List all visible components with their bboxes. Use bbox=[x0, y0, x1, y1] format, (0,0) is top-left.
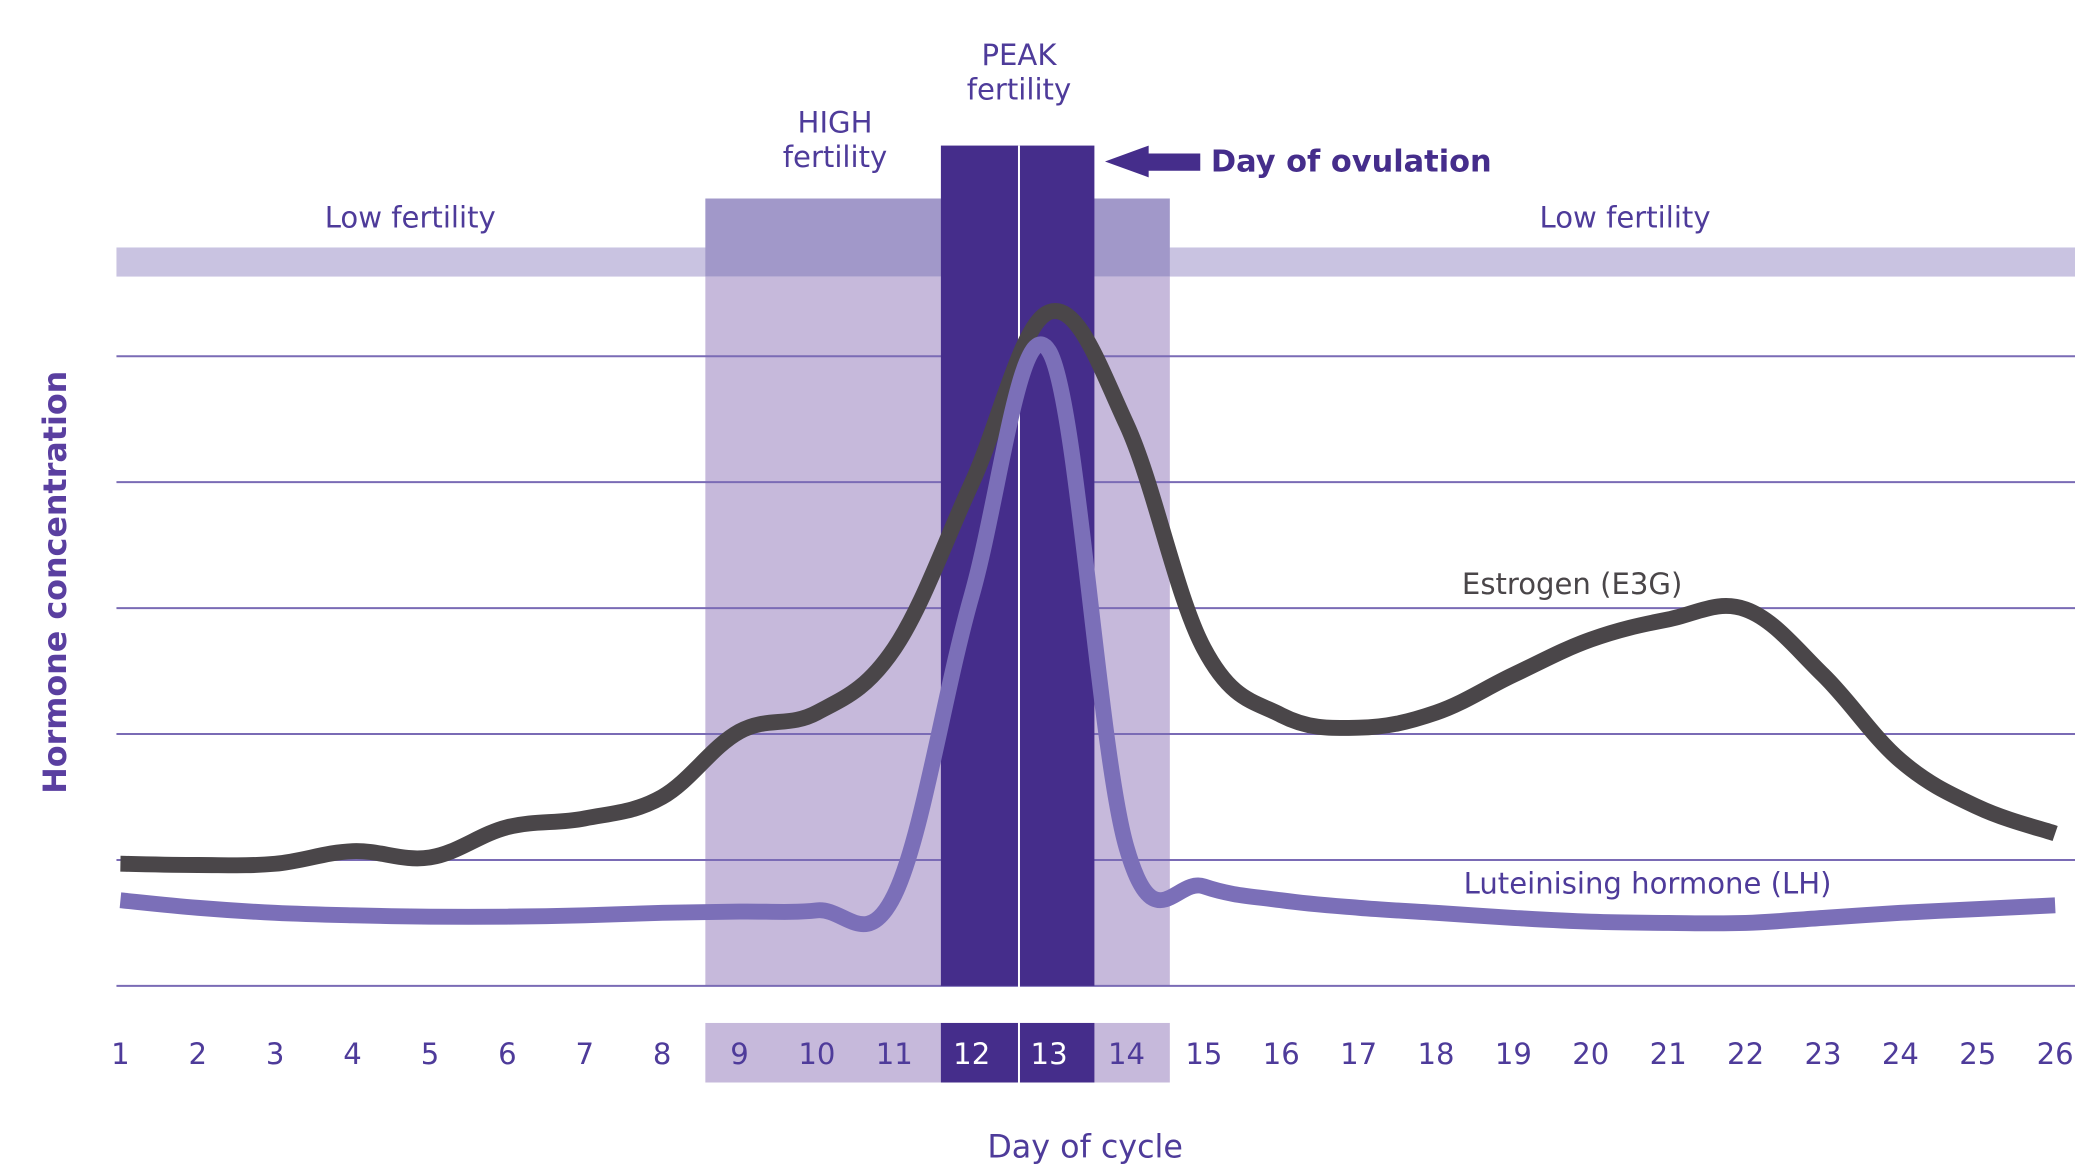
x-tick-label: 10 bbox=[798, 1037, 835, 1071]
x-axis-label: Day of cycle bbox=[987, 1130, 1183, 1166]
x-tick-label: 16 bbox=[1263, 1037, 1300, 1071]
series-line bbox=[119, 336, 2056, 933]
high-fertility-header bbox=[705, 198, 1170, 277]
ovulation-arrow bbox=[1104, 145, 1201, 178]
x-tick-label: 11 bbox=[876, 1037, 913, 1071]
x-tick-label: 4 bbox=[343, 1037, 362, 1071]
x-tick-label: 9 bbox=[730, 1037, 749, 1071]
x-tick-label: 15 bbox=[1185, 1037, 1222, 1071]
x-tick-label: 12 bbox=[953, 1037, 990, 1071]
peak-fertility-band bbox=[940, 145, 1095, 986]
ovulation-label: Day of ovulation bbox=[1211, 144, 1492, 179]
peak-day-band bbox=[940, 1022, 1095, 1083]
series-label: Estrogen (E3G) bbox=[1462, 567, 1682, 601]
x-tick-label: 25 bbox=[1959, 1037, 1996, 1071]
x-tick-label: 17 bbox=[1340, 1037, 1377, 1071]
low-fertility-label: Low fertility bbox=[1540, 201, 1711, 235]
x-tick-label: 20 bbox=[1572, 1037, 1609, 1071]
high-day-band bbox=[705, 1022, 1170, 1083]
x-tick-label: 8 bbox=[653, 1037, 672, 1071]
x-tick-label: 1 bbox=[111, 1037, 130, 1071]
x-tick-label: 2 bbox=[189, 1037, 208, 1071]
x-tick-label: 18 bbox=[1418, 1037, 1455, 1071]
y-axis-label: Hormone concentration bbox=[38, 371, 74, 794]
x-tick-label: 24 bbox=[1882, 1037, 1919, 1071]
series-label: Luteinising hormone (LH) bbox=[1464, 866, 1832, 900]
x-tick-label: 22 bbox=[1727, 1037, 1764, 1071]
x-tick-label: 5 bbox=[421, 1037, 440, 1071]
peak-fertility-label: PEAK bbox=[981, 38, 1057, 72]
high-fertility-label: fertility bbox=[783, 140, 887, 174]
high-fertility-label: HIGH bbox=[798, 105, 873, 139]
x-tick-label: 26 bbox=[2037, 1037, 2074, 1071]
x-tick-label: 3 bbox=[266, 1037, 285, 1071]
x-tick-label: 23 bbox=[1804, 1037, 1841, 1071]
peak-fertility-label: fertility bbox=[967, 72, 1071, 106]
low-fertility-label: Low fertility bbox=[325, 201, 496, 235]
x-tick-label: 13 bbox=[1031, 1037, 1068, 1071]
x-tick-label: 21 bbox=[1650, 1037, 1687, 1071]
x-tick-label: 6 bbox=[498, 1037, 517, 1071]
x-tick-label: 14 bbox=[1108, 1037, 1145, 1071]
x-tick-label: 7 bbox=[575, 1037, 594, 1071]
lines bbox=[119, 303, 2058, 933]
x-tick-label: 19 bbox=[1495, 1037, 1532, 1071]
series-line bbox=[120, 303, 2058, 874]
